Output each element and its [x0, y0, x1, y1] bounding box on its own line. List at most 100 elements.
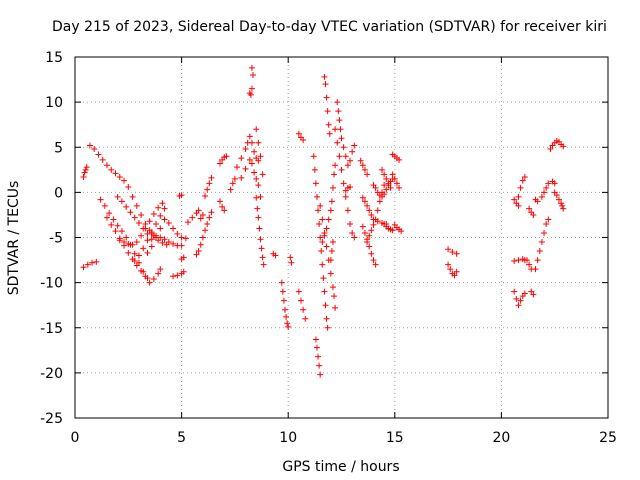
- data-point: [319, 216, 326, 223]
- data-point: [325, 216, 332, 223]
- data-point: [445, 261, 452, 268]
- data-point: [541, 229, 548, 236]
- data-point: [323, 225, 330, 232]
- data-point: [159, 239, 166, 246]
- data-series: [216, 153, 230, 167]
- data-series: [321, 73, 333, 137]
- data-point: [396, 184, 403, 191]
- data-point: [206, 180, 213, 187]
- data-point: [359, 194, 366, 201]
- y-tick-label: -5: [49, 231, 63, 247]
- y-tick-label: -10: [40, 276, 63, 292]
- data-point: [219, 203, 226, 210]
- data-point: [396, 156, 403, 163]
- data-point: [364, 171, 371, 178]
- data-point: [515, 202, 522, 209]
- data-point: [157, 234, 164, 241]
- data-point: [349, 148, 356, 155]
- data-series: [334, 99, 344, 133]
- data-point: [361, 166, 368, 173]
- data-point: [91, 146, 98, 153]
- data-point: [453, 250, 460, 257]
- data-point: [99, 156, 106, 163]
- data-point: [221, 207, 228, 214]
- data-series: [278, 279, 292, 330]
- data-point: [322, 302, 329, 309]
- data-point: [361, 198, 368, 205]
- data-point: [383, 186, 390, 193]
- data-series: [86, 142, 170, 248]
- data-point: [114, 222, 121, 229]
- data-point: [251, 169, 258, 176]
- data-series: [551, 189, 567, 212]
- data-point: [530, 291, 537, 298]
- data-point: [216, 198, 223, 205]
- data-point: [349, 229, 356, 236]
- data-point: [530, 211, 537, 218]
- data-point: [447, 266, 454, 273]
- data-point: [170, 273, 177, 280]
- data-point: [357, 157, 364, 164]
- data-point: [148, 236, 155, 243]
- data-point: [366, 207, 373, 214]
- data-point: [227, 186, 234, 193]
- y-tick-label: 0: [54, 185, 63, 201]
- data-point: [391, 175, 398, 182]
- data-point: [370, 221, 377, 228]
- data-point: [161, 216, 168, 223]
- data-point: [379, 166, 386, 173]
- data-point: [129, 193, 136, 200]
- data-point: [257, 153, 264, 160]
- data-point: [140, 245, 147, 252]
- data-point: [272, 252, 279, 259]
- data-point: [316, 362, 323, 369]
- data-point: [517, 184, 524, 191]
- data-point: [250, 72, 257, 79]
- data-point: [559, 202, 566, 209]
- data-point: [323, 94, 330, 101]
- data-point: [324, 108, 331, 115]
- data-point: [310, 153, 317, 160]
- data-series: [310, 153, 331, 331]
- data-point: [523, 257, 530, 264]
- data-point: [323, 243, 330, 250]
- data-series: [381, 220, 396, 234]
- data-point: [144, 249, 151, 256]
- data-point: [131, 214, 138, 221]
- data-point: [347, 220, 354, 227]
- data-point: [385, 180, 392, 187]
- data-point: [279, 288, 286, 295]
- data-point: [150, 211, 157, 218]
- data-point: [326, 130, 333, 137]
- data-point: [383, 175, 390, 182]
- data-point: [315, 353, 322, 360]
- data-point: [153, 220, 160, 227]
- data-series: [80, 258, 100, 271]
- data-point: [521, 290, 528, 297]
- data-series: [116, 200, 166, 248]
- data-point: [121, 177, 128, 184]
- data-point: [95, 151, 102, 158]
- data-series: [511, 196, 522, 209]
- data-point: [251, 148, 258, 155]
- data-point: [247, 91, 254, 98]
- data-point: [253, 126, 260, 133]
- data-point: [157, 266, 164, 273]
- data-point: [312, 336, 319, 343]
- data-point: [366, 243, 373, 250]
- data-series: [270, 250, 279, 259]
- data-point: [123, 234, 130, 241]
- data-series: [445, 246, 460, 257]
- data-point: [206, 214, 213, 221]
- data-point: [515, 302, 522, 309]
- data-series: [379, 166, 394, 191]
- data-series: [253, 194, 267, 268]
- data-point: [146, 279, 153, 286]
- data-point: [511, 288, 518, 295]
- data-point: [157, 225, 164, 232]
- data-point: [238, 155, 245, 162]
- data-point: [319, 261, 326, 268]
- data-point: [560, 143, 567, 150]
- data-point: [116, 237, 123, 244]
- data-point: [133, 202, 140, 209]
